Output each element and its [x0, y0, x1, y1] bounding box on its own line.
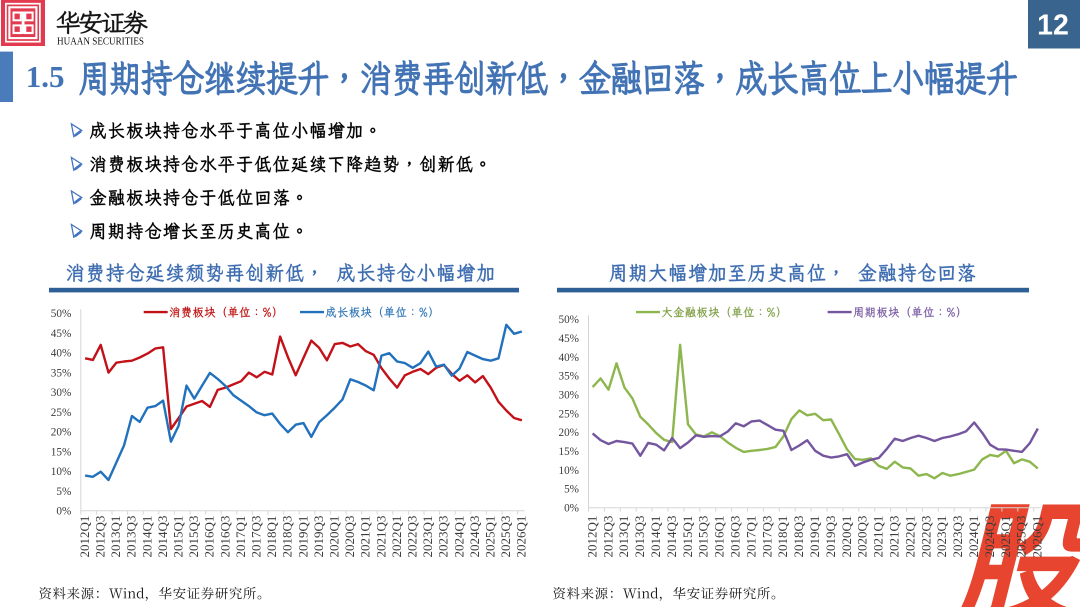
svg-text:2021Q3: 2021Q3 — [373, 516, 388, 558]
svg-text:2024Q1: 2024Q1 — [451, 516, 466, 558]
svg-text:2023Q1: 2023Q1 — [934, 516, 949, 558]
svg-text:1.5: 1.5 — [26, 59, 65, 94]
svg-text:2020Q1: 2020Q1 — [327, 516, 342, 558]
svg-text:10%: 10% — [558, 465, 579, 477]
svg-text:25%: 25% — [558, 408, 579, 420]
svg-text:2012Q3: 2012Q3 — [600, 516, 615, 558]
svg-text:2019Q3: 2019Q3 — [823, 516, 838, 558]
svg-text:2016Q1: 2016Q1 — [712, 516, 727, 558]
svg-text:2019Q1: 2019Q1 — [807, 516, 822, 558]
svg-text:2022Q1: 2022Q1 — [389, 516, 404, 558]
svg-text:2017Q1: 2017Q1 — [743, 516, 758, 558]
svg-text:2022Q3: 2022Q3 — [405, 516, 420, 558]
svg-text:20%: 20% — [558, 427, 579, 439]
svg-text:40%: 40% — [558, 352, 579, 364]
svg-text:2016Q3: 2016Q3 — [217, 516, 232, 558]
svg-text:2014Q3: 2014Q3 — [664, 516, 679, 558]
svg-text:2021Q1: 2021Q1 — [358, 516, 373, 558]
svg-text:30%: 30% — [51, 387, 72, 399]
svg-text:2018Q3: 2018Q3 — [280, 516, 295, 558]
svg-text:2014Q1: 2014Q1 — [139, 516, 154, 558]
svg-text:2025Q1: 2025Q1 — [483, 516, 498, 558]
svg-text:2013Q3: 2013Q3 — [632, 516, 647, 558]
svg-text:2018Q1: 2018Q1 — [775, 516, 790, 558]
svg-text:2024Q1: 2024Q1 — [966, 516, 981, 558]
svg-text:2016Q1: 2016Q1 — [202, 516, 217, 558]
svg-text:2022Q1: 2022Q1 — [902, 516, 917, 558]
svg-text:2015Q3: 2015Q3 — [696, 516, 711, 558]
svg-text:2025Q3: 2025Q3 — [1014, 516, 1029, 558]
svg-text:2015Q1: 2015Q1 — [171, 516, 186, 558]
svg-text:2017Q3: 2017Q3 — [249, 516, 264, 558]
svg-text:40%: 40% — [51, 348, 72, 360]
svg-text:0%: 0% — [564, 503, 579, 515]
svg-text:2012Q1: 2012Q1 — [77, 516, 92, 558]
svg-text:35%: 35% — [51, 367, 72, 379]
svg-text:2012Q3: 2012Q3 — [93, 516, 108, 558]
svg-text:12: 12 — [1037, 10, 1069, 42]
svg-text:2021Q3: 2021Q3 — [887, 516, 902, 558]
svg-text:2023Q3: 2023Q3 — [436, 516, 451, 558]
svg-text:0%: 0% — [56, 506, 71, 518]
svg-text:2015Q1: 2015Q1 — [680, 516, 695, 558]
svg-text:2019Q1: 2019Q1 — [295, 516, 310, 558]
svg-text:2016Q3: 2016Q3 — [728, 516, 743, 558]
svg-text:2025Q1: 2025Q1 — [998, 516, 1013, 558]
svg-text:2023Q3: 2023Q3 — [950, 516, 965, 558]
svg-text:45%: 45% — [51, 328, 72, 340]
svg-text:2026Q1: 2026Q1 — [514, 516, 529, 558]
svg-text:20%: 20% — [51, 427, 72, 439]
svg-text:15%: 15% — [51, 446, 72, 458]
svg-text:2020Q3: 2020Q3 — [855, 516, 870, 558]
svg-text:5%: 5% — [564, 484, 579, 496]
svg-text:HUAAN SECURITIES: HUAAN SECURITIES — [57, 37, 144, 48]
svg-text:2018Q3: 2018Q3 — [791, 516, 806, 558]
svg-text:2012Q1: 2012Q1 — [584, 516, 599, 558]
svg-text:2013Q3: 2013Q3 — [124, 516, 139, 558]
svg-text:50%: 50% — [558, 314, 579, 326]
svg-text:5%: 5% — [56, 486, 71, 498]
svg-text:25%: 25% — [51, 407, 72, 419]
svg-text:2025Q3: 2025Q3 — [498, 516, 513, 558]
svg-text:2015Q3: 2015Q3 — [186, 516, 201, 558]
svg-text:2021Q1: 2021Q1 — [871, 516, 886, 558]
svg-text:2024Q3: 2024Q3 — [467, 516, 482, 558]
svg-text:2017Q1: 2017Q1 — [233, 516, 248, 558]
svg-text:30%: 30% — [558, 390, 579, 402]
svg-text:2019Q3: 2019Q3 — [311, 516, 326, 558]
svg-text:2023Q1: 2023Q1 — [420, 516, 435, 558]
svg-text:45%: 45% — [558, 333, 579, 345]
svg-text:15%: 15% — [558, 446, 579, 458]
svg-text:2013Q1: 2013Q1 — [616, 516, 631, 558]
svg-text:2014Q1: 2014Q1 — [648, 516, 663, 558]
svg-text:50%: 50% — [51, 308, 72, 320]
svg-text:2013Q1: 2013Q1 — [108, 516, 123, 558]
svg-text:2017Q3: 2017Q3 — [759, 516, 774, 558]
svg-text:2020Q1: 2020Q1 — [839, 516, 854, 558]
svg-text:2020Q3: 2020Q3 — [342, 516, 357, 558]
svg-text:2014Q3: 2014Q3 — [155, 516, 170, 558]
svg-text:2022Q3: 2022Q3 — [918, 516, 933, 558]
svg-text:2018Q1: 2018Q1 — [264, 516, 279, 558]
svg-text:35%: 35% — [558, 371, 579, 383]
svg-text:2024Q3: 2024Q3 — [982, 516, 997, 558]
svg-text:2026Q1: 2026Q1 — [1030, 516, 1045, 558]
svg-text:10%: 10% — [51, 466, 72, 478]
